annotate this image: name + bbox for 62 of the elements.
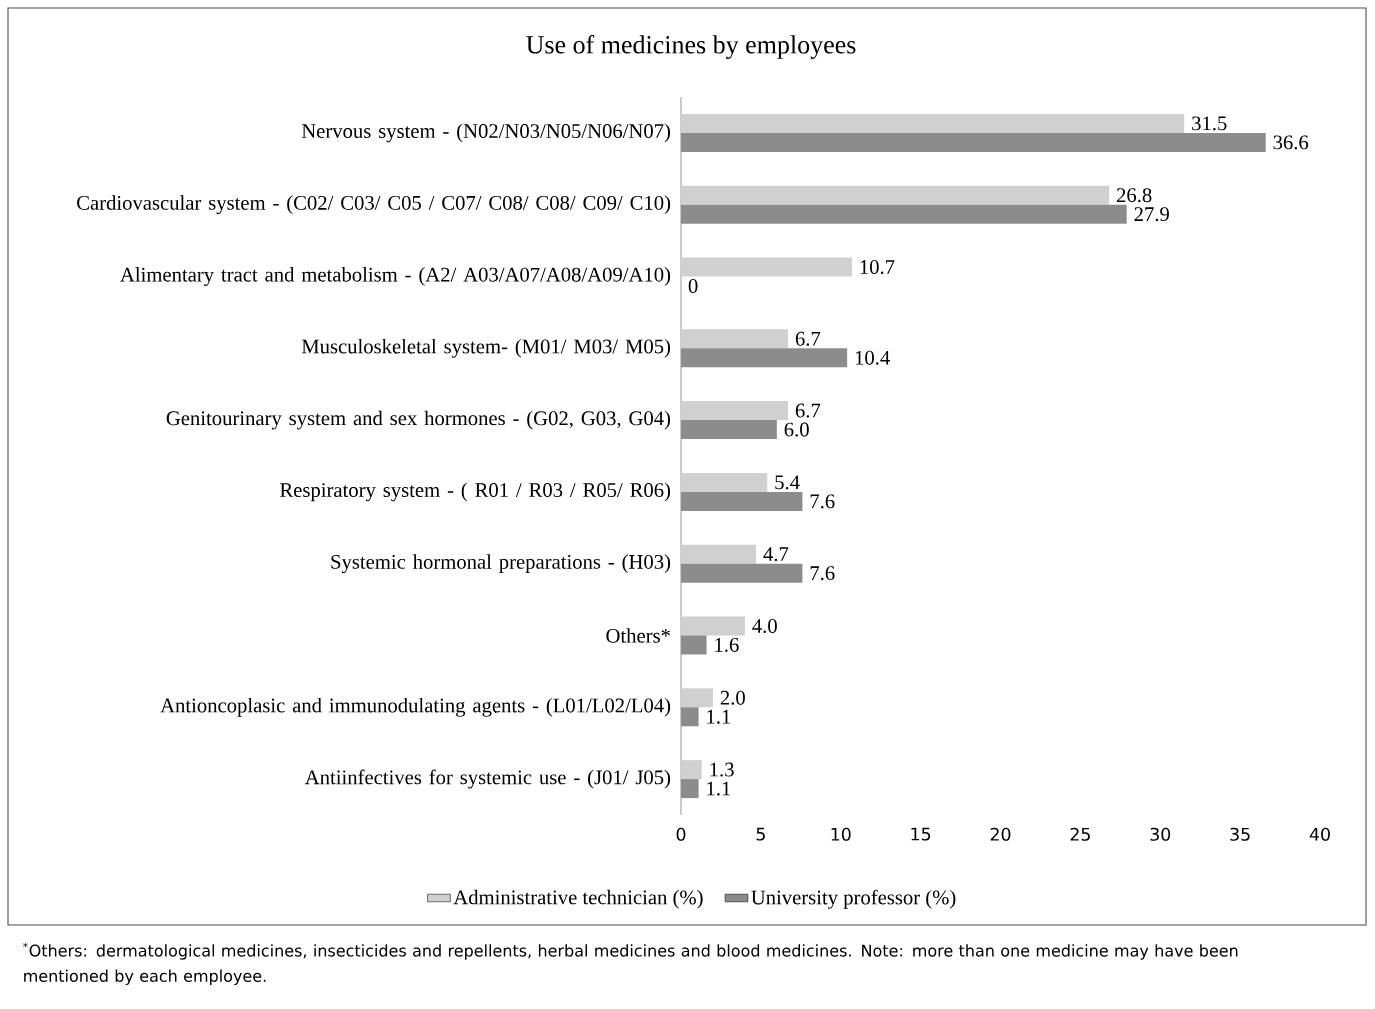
bar: [681, 491, 803, 511]
bar: [681, 420, 777, 440]
bar: [681, 401, 789, 421]
bar: [681, 563, 803, 583]
y-tick-label: Antioncoplasic and immunodulating agents - (L01/L02/L04): [160, 697, 671, 717]
bar: [681, 348, 848, 368]
bar: [681, 257, 852, 277]
data-label: 0: [688, 279, 698, 293]
data-label: 2.0: [720, 690, 745, 705]
x-tick-label: 20: [990, 827, 1011, 841]
y-tick-label: Others*: [606, 628, 670, 643]
bar: [681, 329, 789, 349]
bar: [681, 707, 699, 727]
data-label: 6.7: [795, 331, 821, 346]
y-tick-label: Systemic hormonal preparations - (H03): [331, 554, 671, 574]
data-label: 7.6: [810, 494, 835, 509]
data-label: 6.7: [795, 403, 821, 418]
y-tick-label: Genitourinary system and sex hormones - (G02, G03, G04): [166, 410, 671, 430]
bar: [681, 688, 713, 708]
data-label: 10.7: [860, 259, 895, 275]
y-tick-label: Nervous system - (N02/N03/N05/N06/N07): [301, 123, 671, 143]
data-label: 26.8: [1116, 188, 1152, 203]
x-tick-label: 25: [1070, 827, 1090, 841]
bar: [681, 544, 757, 564]
x-tick-label: 30: [1150, 827, 1171, 841]
y-tick-label: Alimentary tract and metabolism - (A2/ A03/A07/A08/A09/A10): [120, 267, 671, 286]
bar: [681, 204, 1127, 224]
x-tick-label: 15: [911, 827, 931, 841]
bar: [681, 132, 1266, 152]
bar: [681, 779, 699, 799]
bar: [681, 185, 1110, 205]
data-label: 1.6: [715, 638, 739, 652]
y-tick-label: Musculoskeletal system- (M01/ M03/ M05): [301, 338, 671, 358]
data-label: 1.1: [707, 781, 731, 796]
data-label: 10.4: [855, 350, 890, 365]
data-label: 27.9: [1134, 207, 1169, 222]
x-tick-label: 0: [676, 827, 686, 841]
chart-title: Use of medicines by employees: [526, 35, 856, 59]
legend-label: Administrative technician (%): [453, 889, 703, 909]
data-label: 5.4: [775, 475, 800, 490]
y-tick-label: Respiratory system - ( R01 / R03 / R05/ R06): [280, 482, 671, 502]
bar: [681, 616, 745, 636]
x-tick-label: 5: [756, 827, 765, 841]
bar: [681, 760, 702, 780]
data-label: 4.7: [763, 547, 789, 562]
y-tick-label: Antiinfectives for systemic use - (J01/ J05): [304, 769, 671, 789]
x-tick-label: 35: [1230, 827, 1250, 841]
legend-label: University professor (%): [751, 889, 956, 909]
data-label: 31.5: [1192, 116, 1227, 131]
data-label: 4.0: [752, 618, 777, 634]
x-tick-label: 40: [1309, 827, 1330, 841]
data-label: 1.1: [707, 709, 731, 724]
bar: [681, 113, 1185, 133]
y-tick-label: Cardiovascular system - (C02/ C03/ C05 / C07/ C08/ C08/ C09/ C10): [77, 195, 671, 215]
data-label: 7.6: [810, 566, 835, 581]
data-label: 36.6: [1273, 135, 1309, 150]
text: $^{*}$Others: dermatological medicines, insecticides and repellents, herbal medicines and blood medicines. Note: more than one medicine may have been mentioned by each employee.: [23, 942, 1238, 986]
data-label: 6.0: [784, 422, 809, 437]
x-tick-label: 10: [831, 827, 851, 841]
bar: [681, 635, 707, 655]
data-label: 1.3: [710, 762, 734, 777]
bar: [681, 472, 768, 492]
